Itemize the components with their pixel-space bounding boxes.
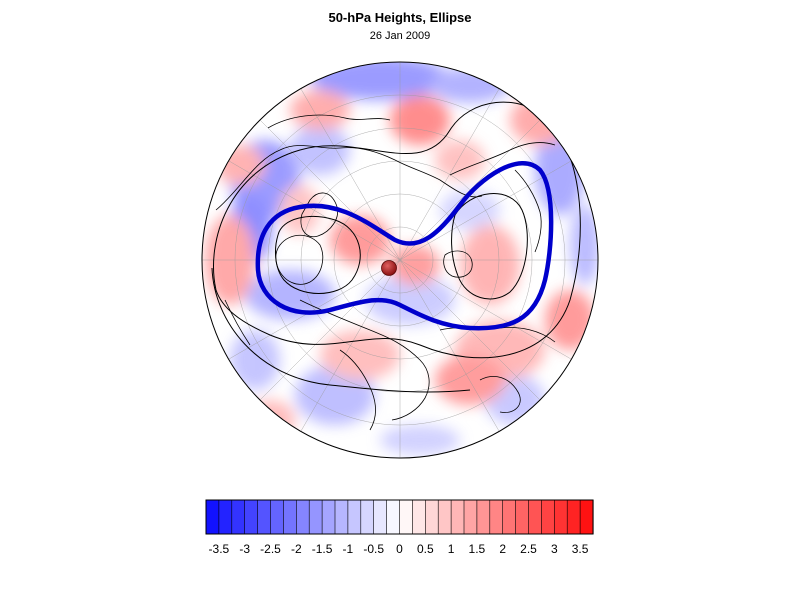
colorbar-bin bbox=[270, 499, 284, 535]
colorbar-tick-label: 0 bbox=[396, 542, 403, 556]
colorbar-tick-label: -3.5 bbox=[208, 542, 230, 556]
colorbar-bin bbox=[412, 499, 426, 535]
colorbar-bin bbox=[579, 499, 594, 535]
colorbar-bin bbox=[502, 499, 517, 535]
colorbar-frame bbox=[205, 499, 594, 535]
map-title: 50-hPa Heights, Ellipse bbox=[328, 10, 472, 25]
colorbar-bin bbox=[334, 499, 349, 535]
polar-map bbox=[201, 61, 599, 459]
map-disk bbox=[202, 62, 598, 458]
centroid-marker bbox=[381, 260, 397, 276]
colorbar-bin bbox=[450, 499, 465, 535]
colorbar-bin bbox=[566, 499, 581, 535]
colorbar-bin bbox=[283, 499, 297, 535]
colorbar-bin bbox=[425, 499, 439, 535]
colorbar-tick-label: 2.5 bbox=[520, 542, 537, 556]
graticule bbox=[202, 62, 598, 458]
colorbar-tick-label: 0.5 bbox=[416, 542, 434, 556]
colorbar-bin bbox=[205, 499, 220, 535]
colorbar-bin bbox=[321, 499, 336, 535]
colorbar-tick-label: 1.5 bbox=[468, 542, 486, 556]
colorbar-bin bbox=[399, 499, 413, 535]
colorbar-bin bbox=[257, 499, 272, 535]
colorbar-tick-label: -2 bbox=[290, 542, 302, 556]
colorbar-tick-label: 1 bbox=[447, 542, 455, 556]
colorbar-bin bbox=[360, 499, 375, 535]
colorbar-bin bbox=[553, 499, 568, 535]
colorbar-bin bbox=[541, 499, 555, 535]
map-subtitle: 26 Jan 2009 bbox=[369, 30, 431, 42]
colorbar-tick-label: -1 bbox=[342, 542, 354, 556]
colorbar-tick-labels: -3.5 -3 -2.5 -2 -1.5 -1 -0.5 0 0.5 1 1.5 2 2.5 3 3.5 bbox=[0, 542, 800, 562]
colorbar-bin bbox=[244, 499, 259, 535]
colorbar-bin bbox=[231, 499, 246, 535]
colorbar-bin bbox=[347, 499, 362, 535]
colorbar bbox=[205, 499, 594, 535]
colorbar-bin bbox=[308, 499, 323, 535]
colorbar-tick-label: -0.5 bbox=[363, 542, 385, 556]
height-contours bbox=[211, 101, 581, 393]
colorbar-bin bbox=[515, 499, 530, 535]
colorbar-bin bbox=[373, 499, 388, 535]
colorbar-bin bbox=[296, 499, 310, 535]
colorbar-bin bbox=[386, 499, 401, 535]
colorbar-tick-label: 3 bbox=[550, 542, 558, 556]
ellipse-fit-line bbox=[255, 161, 554, 331]
colorbar-tick-label: 3.5 bbox=[571, 542, 589, 556]
colorbar-bin bbox=[489, 499, 504, 535]
colorbar-tick-label: -2.5 bbox=[260, 542, 281, 556]
colorbar-bin bbox=[437, 499, 452, 535]
colorbar-tick-label: 2 bbox=[499, 542, 507, 556]
colorbar-tick-label: -1.5 bbox=[311, 542, 333, 556]
colorbar-bin bbox=[463, 499, 478, 535]
colorbar-bin bbox=[476, 499, 491, 535]
colorbar-bin bbox=[218, 499, 233, 535]
colorbar-bin bbox=[528, 499, 542, 535]
map-boundary bbox=[201, 61, 599, 459]
colorbar-tick-label: -3 bbox=[239, 542, 251, 556]
